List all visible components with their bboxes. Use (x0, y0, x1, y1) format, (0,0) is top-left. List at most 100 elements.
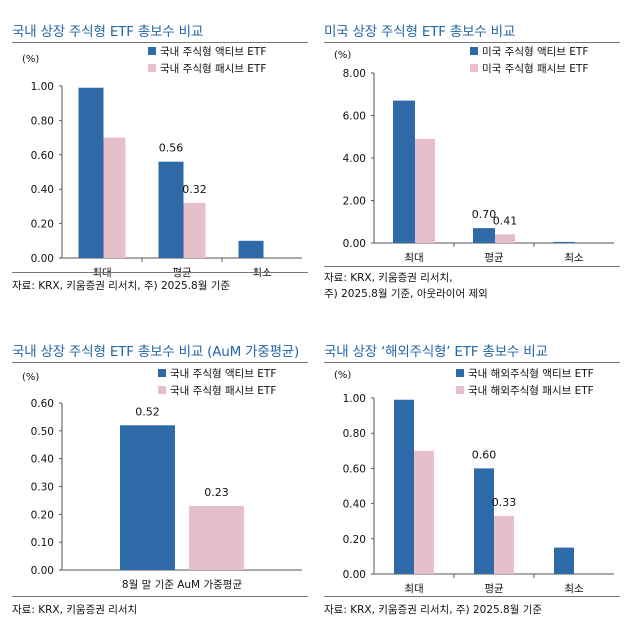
legend-label: 국내 주식형 패시브 ETF (170, 385, 276, 397)
category-label: 최대 (92, 267, 111, 279)
source-divider (12, 272, 308, 273)
bar-passive (415, 138, 435, 243)
bar-passive (495, 234, 515, 243)
bar-active (238, 240, 264, 258)
bar-chart-domestic: (%) 0.00 0.20 0.40 0.60 0.80 1.00 최대 0.56 0.32 평균 최… (22, 46, 302, 279)
source-divider (12, 596, 308, 597)
data-label: 0.70 (472, 208, 497, 221)
y-tick-label: 0.80 (31, 115, 54, 127)
title-divider (324, 42, 620, 43)
source-line: 주) 2025.8월 기준, 아웃라이어 제외 (324, 288, 488, 300)
title-divider (12, 362, 308, 363)
y-tick-label: 0.40 (31, 184, 54, 196)
legend-label: 국내 해외주식형 패시브 ETF (468, 384, 594, 397)
legend-label: 국내 주식형 액티브 ETF (160, 46, 266, 58)
legend-label: 미국 주식형 패시브 ETF (482, 63, 588, 75)
data-label: 0.52 (135, 405, 160, 418)
bar-passive (183, 202, 206, 258)
y-tick-label: 0.20 (343, 534, 366, 546)
y-tick-label: 0.10 (31, 537, 54, 549)
category-label: 최소 (564, 252, 584, 264)
y-tick-label: 0.40 (343, 499, 366, 511)
unit-label: (%) (22, 372, 39, 383)
category-label: 최대 (404, 252, 423, 264)
legend-swatch (456, 369, 464, 377)
bar-chart-overseas-equity: (%) 0.00 0.20 0.40 0.60 0.80 1.00 최대 0.60 0.33 평균 최… (334, 367, 614, 595)
source-line: 자료: KRX, 키움증권 리서치 (12, 604, 138, 616)
y-tick-label: 8.00 (343, 68, 366, 80)
category-label: 최소 (252, 267, 272, 279)
panel-title: 국내 상장 ‘해외주식형’ ETF 총보수 비교 (324, 344, 548, 360)
y-tick-label: 0.30 (31, 482, 54, 494)
bar-active (158, 161, 184, 258)
bar-passive (103, 137, 126, 258)
chart-panel-domestic: 국내 상장 주식형 ETF 총보수 비교 (%) 0.00 0.20 0.40 0.60… (12, 20, 308, 310)
source-note: 자료: KRX, 키움증권 리서치, 주) 2025.8월 기준 (12, 278, 230, 294)
y-tick-label: 0.00 (343, 569, 366, 581)
chart-panel-aum-weighted: 국내 상장 주식형 ETF 총보수 비교 (AuM 가중평균) (%) 0.00 0… (12, 340, 308, 625)
title-divider (324, 362, 620, 363)
source-note: 자료: KRX, 키움증권 리서치 (12, 602, 137, 618)
legend-swatch (470, 47, 478, 55)
legend-swatch (158, 369, 166, 377)
source-line: 자료: KRX, 키움증권 리서치, (324, 272, 453, 284)
category-label: 8월 말 기준 AuM 가중평균 (122, 579, 243, 591)
y-tick-label: 0.40 (31, 454, 54, 466)
bar-active (554, 547, 574, 574)
category-label: 최대 (404, 583, 423, 595)
bar-active (120, 425, 175, 570)
data-label: 0.60 (472, 448, 497, 461)
chart-panel-overseas-equity: 국내 상장 ‘해외주식형’ ETF 총보수 비교 (%) 0.00 0.20 0.40… (324, 340, 620, 625)
source-note: 자료: KRX, 키움증권 리서치, 주) 2025.8월 기준 (324, 602, 542, 618)
y-tick-label: 0.20 (31, 219, 54, 231)
bar-active (78, 87, 104, 258)
source-note: 자료: KRX, 키움증권 리서치, 주) 2025.8월 기준, 아웃라이어 … (324, 270, 488, 302)
panel-title: 국내 상장 주식형 ETF 총보수 비교 (AuM 가중평균) (12, 344, 300, 360)
bar-passive (494, 515, 514, 574)
unit-label: (%) (22, 54, 39, 65)
chart-panel-us: 미국 상장 주식형 ETF 총보수 비교 (%) 0.00 2.00 4.00 6.00… (324, 20, 620, 310)
y-tick-label: 2.00 (343, 196, 366, 208)
title-divider (12, 42, 308, 43)
legend-label: 국내 해외주식형 액티브 ETF (468, 367, 594, 380)
y-tick-label: 1.00 (343, 393, 366, 405)
source-divider (324, 596, 620, 597)
panel-title: 미국 상장 주식형 ETF 총보수 비교 (324, 24, 516, 40)
y-tick-label: 0.60 (31, 398, 54, 410)
bar-chart-aum-weighted: (%) 0.00 0.10 0.20 0.30 0.40 0.50 0.60 0.52 0.23 8… (22, 368, 302, 591)
legend-swatch (470, 64, 478, 72)
bar-active (553, 241, 575, 243)
y-tick-label: 0.50 (31, 426, 54, 438)
bar-active (474, 468, 494, 574)
legend-swatch (148, 47, 156, 55)
data-label: 0.33 (492, 496, 517, 509)
bar-active (394, 399, 414, 574)
source-divider (324, 266, 620, 267)
source-line: 자료: KRX, 키움증권 리서치, 주) 2025.8월 기준 (12, 280, 231, 292)
y-tick-label: 4.00 (343, 153, 366, 165)
source-line: 자료: KRX, 키움증권 리서치, 주) 2025.8월 기준 (324, 604, 543, 616)
legend-label: 국내 주식형 패시브 ETF (160, 63, 266, 75)
category-label: 평균 (172, 267, 192, 279)
bar-chart-us: (%) 0.00 2.00 4.00 6.00 8.00 최대 0.700.41 평균 최소 미국 … (334, 46, 614, 264)
y-tick-label: 1.00 (31, 81, 54, 93)
y-tick-label: 0.00 (343, 238, 366, 250)
category-label: 최소 (564, 583, 584, 595)
y-tick-label: 0.00 (31, 253, 54, 265)
legend-label: 미국 주식형 액티브 ETF (482, 46, 588, 58)
y-tick-label: 0.60 (343, 463, 366, 475)
legend-label: 국내 주식형 액티브 ETF (170, 368, 276, 380)
bar-passive (189, 505, 244, 570)
data-label: 0.41 (493, 214, 518, 227)
unit-label: (%) (334, 370, 351, 381)
data-label: 0.32 (182, 183, 207, 196)
unit-label: (%) (334, 50, 351, 61)
bar-active (473, 228, 495, 243)
bar-active (393, 100, 415, 243)
legend-swatch (148, 64, 156, 72)
bar-passive (414, 450, 434, 574)
y-tick-label: 0.60 (31, 150, 54, 162)
category-label: 평균 (484, 252, 504, 264)
y-tick-label: 6.00 (343, 111, 366, 123)
y-tick-label: 0.00 (31, 565, 54, 577)
